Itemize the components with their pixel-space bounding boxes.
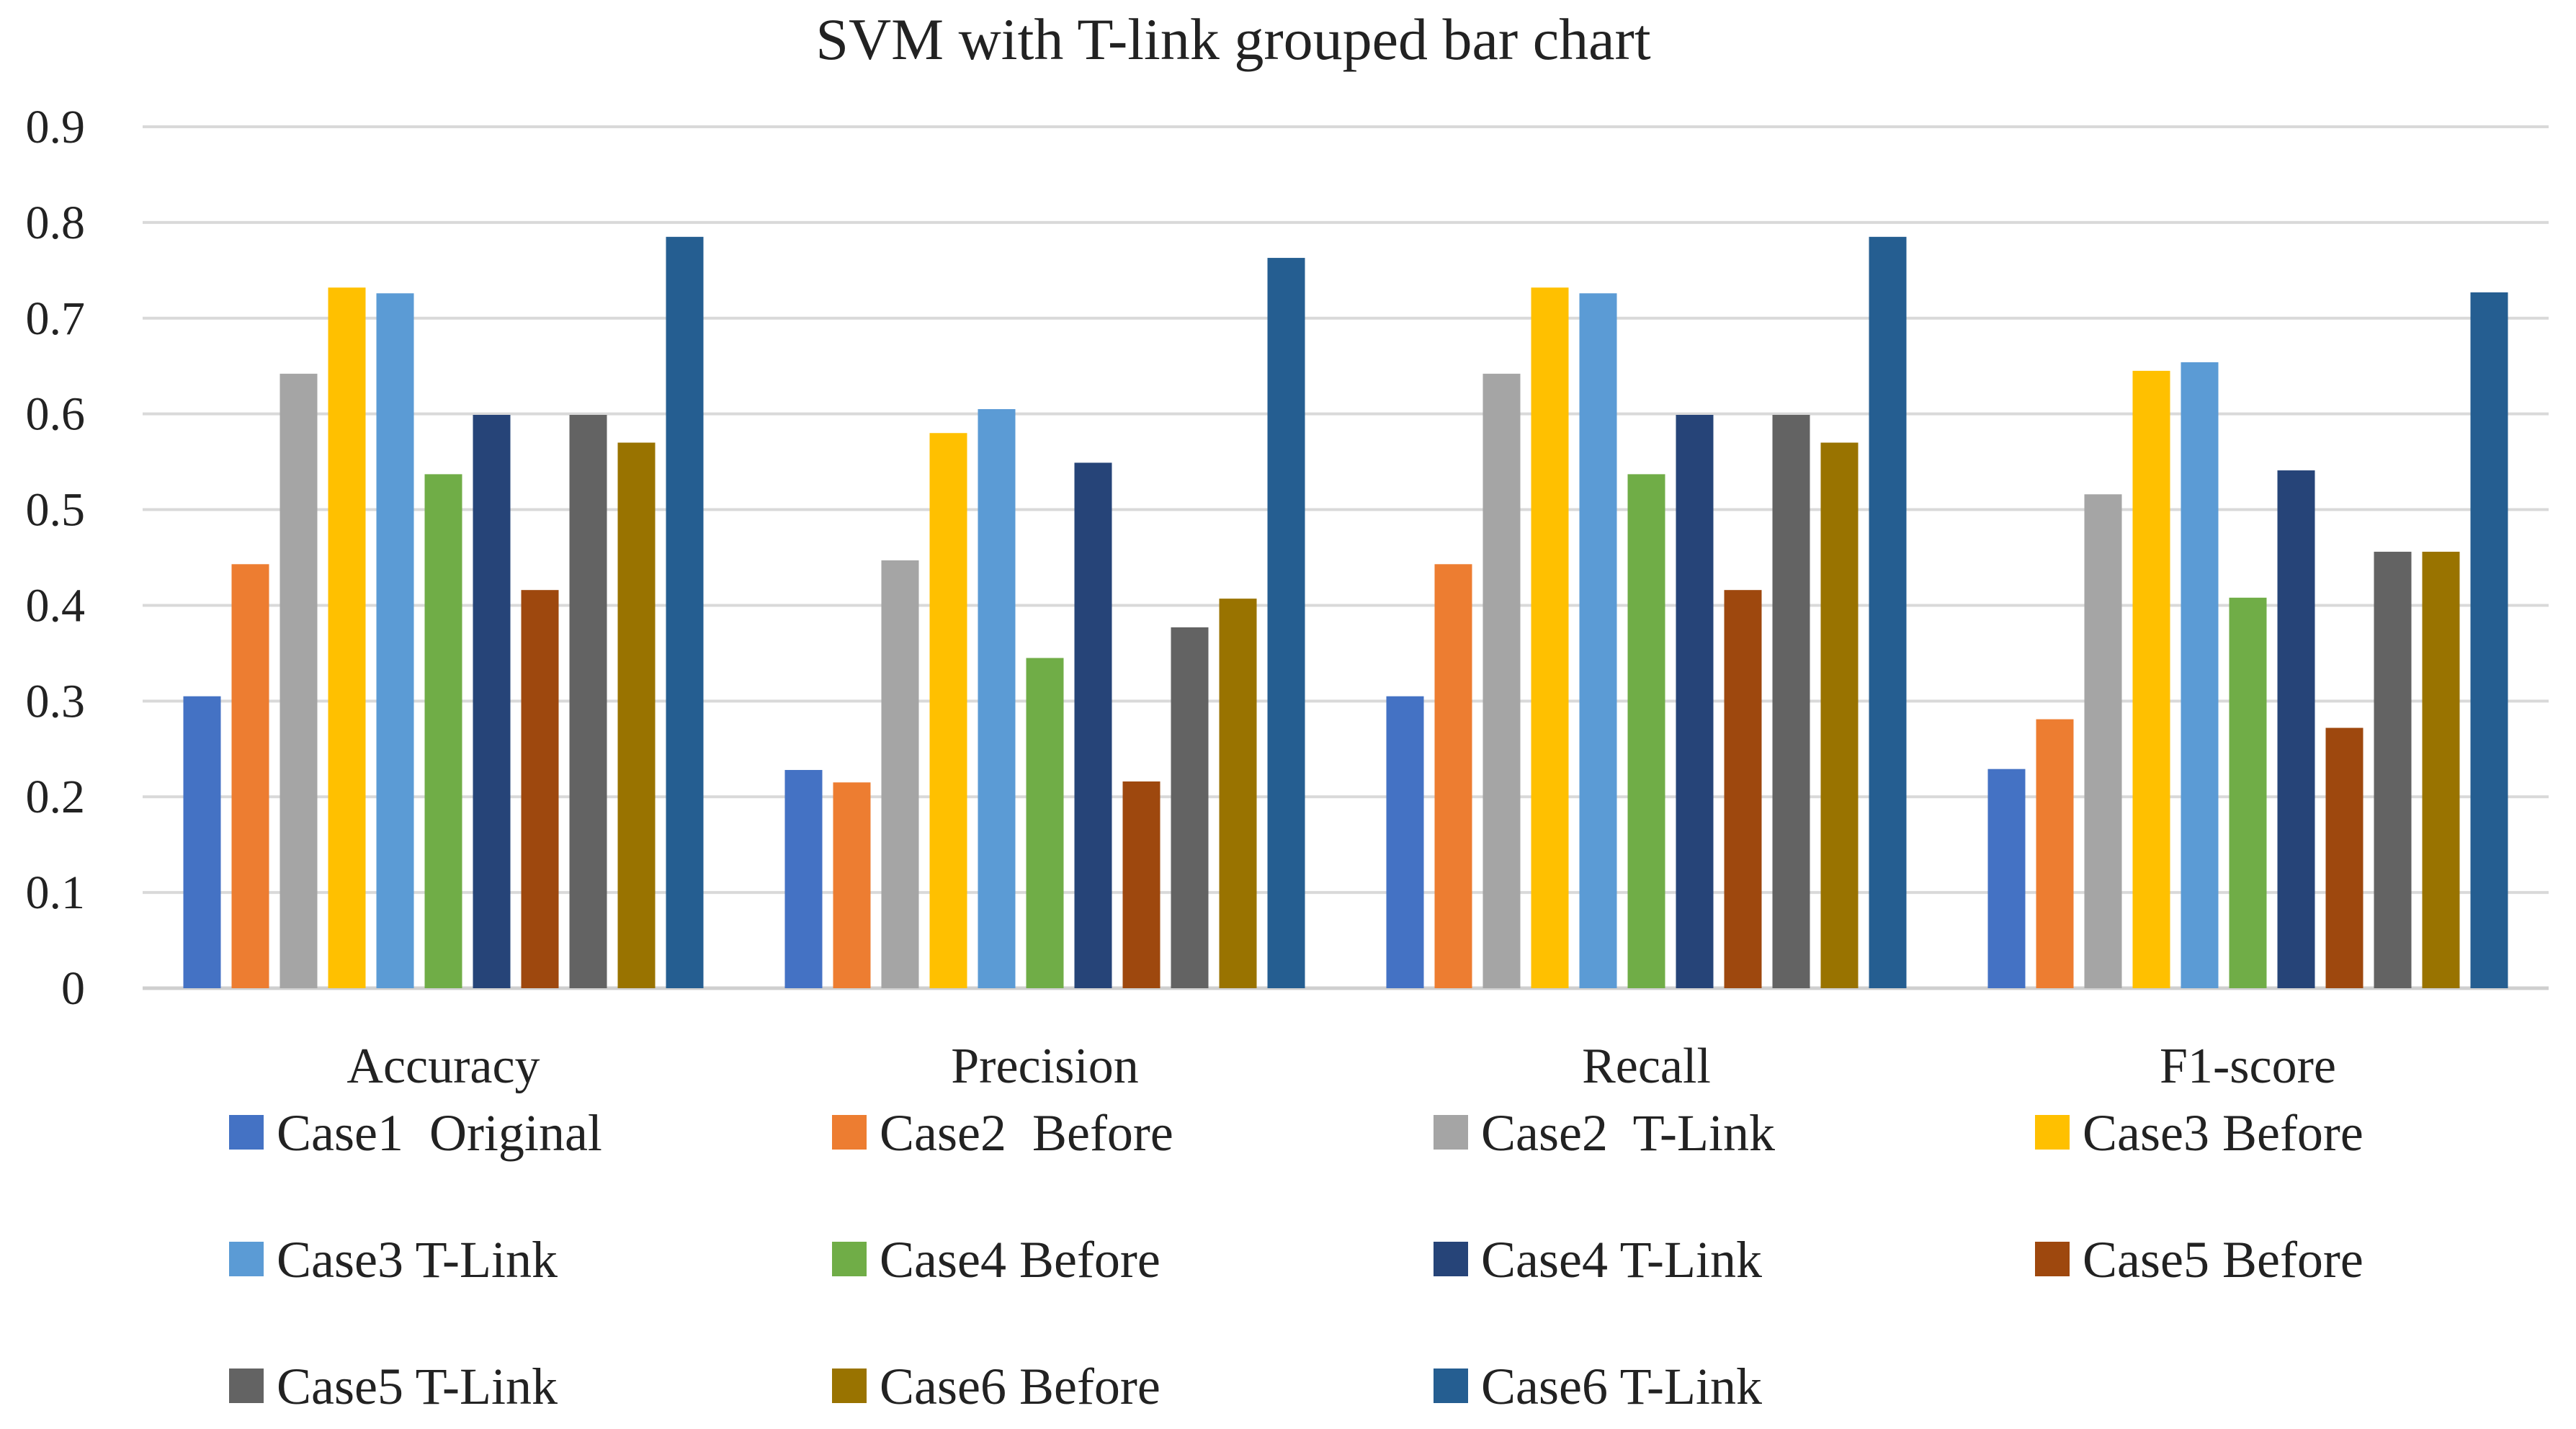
bar-precision-series-6 [1026, 658, 1064, 988]
bar-accuracy-series-6 [424, 474, 462, 988]
legend-swatch [1434, 1242, 1468, 1276]
legend-item: Case3 Before [2035, 1104, 2363, 1162]
bar-precision-series-4 [929, 433, 967, 988]
legend-swatch [1434, 1115, 1468, 1150]
legend-item: Case1 Original [229, 1104, 602, 1162]
legend-item: Case5 T-Link [229, 1358, 558, 1415]
y-tick-label: 0 [61, 962, 85, 1015]
y-tick-label: 0.1 [26, 866, 86, 919]
bar-precision-series-11 [1267, 258, 1305, 989]
bar-f1-score-series-3 [2084, 494, 2122, 988]
y-tick-label: 0.9 [26, 101, 86, 153]
y-tick-label: 0.7 [26, 292, 86, 345]
y-axis-ticks: 0 0.1 0.2 0.3 0.4 0.5 0.6 0.7 0.8 0.9 [26, 101, 86, 1015]
y-tick-label: 0.6 [26, 388, 86, 441]
legend-label: Case4 Before [880, 1231, 1160, 1289]
legend-item: Case6 T-Link [1434, 1358, 1762, 1415]
bar-f1-score-series-6 [2229, 597, 2267, 988]
legend-swatch [229, 1242, 264, 1276]
legend-item: Case4 Before [832, 1231, 1160, 1289]
category-label: Recall [1582, 1039, 1711, 1094]
bar-accuracy-series-10 [617, 442, 656, 988]
bar-precision-series-3 [881, 560, 919, 988]
legend-label: Case5 T-Link [277, 1358, 558, 1415]
bar-accuracy-series-5 [376, 293, 414, 988]
bar-precision-series-9 [1171, 627, 1209, 988]
category-label: Accuracy [346, 1039, 540, 1094]
bar-recall-series-10 [1820, 442, 1859, 988]
bar-recall-series-11 [1869, 236, 1907, 988]
bar-accuracy-series-3 [279, 373, 318, 988]
bar-accuracy-series-4 [328, 287, 366, 989]
bar-f1-score-series-7 [2277, 470, 2315, 988]
bar-accuracy-series-1 [183, 696, 221, 988]
y-tick-label: 0.2 [26, 771, 86, 823]
bar-recall-series-5 [1579, 293, 1617, 988]
legend-item: Case3 T-Link [229, 1231, 558, 1289]
legend-label: Case4 T-Link [1481, 1231, 1762, 1289]
legend-label: Case6 Before [880, 1358, 1160, 1415]
bar-f1-score-series-8 [2325, 727, 2363, 988]
bar-f1-score-series-5 [2181, 362, 2219, 988]
legend-item: Case6 Before [832, 1358, 1160, 1415]
bar-accuracy-series-8 [521, 590, 559, 988]
bar-f1-score-series-4 [2132, 370, 2170, 988]
legend-swatch [832, 1368, 867, 1403]
legend-label: Case2 T-Link [1481, 1104, 1775, 1162]
y-tick-label: 0.5 [26, 484, 86, 537]
legend: Case1 Original Case2 Before Case2 T-Link Ca… [229, 1104, 2363, 1415]
bar-precision-series-2 [833, 782, 871, 988]
bar-precision-series-10 [1219, 599, 1257, 988]
chart-title: SVM with T-link grouped bar chart [815, 6, 1650, 72]
legend-label: Case1 Original [277, 1104, 602, 1162]
y-tick-label: 0.8 [26, 197, 86, 249]
bar-recall-series-1 [1386, 696, 1424, 988]
legend-swatch [832, 1115, 867, 1150]
category-label: Precision [951, 1039, 1139, 1094]
legend-item: Case5 Before [2035, 1231, 2363, 1289]
legend-label: Case5 Before [2083, 1231, 2363, 1289]
bar-f1-score-series-10 [2422, 552, 2460, 988]
bar-accuracy-series-7 [473, 414, 511, 988]
bar-f1-score-series-1 [1987, 769, 2026, 988]
legend-label: Case3 T-Link [277, 1231, 558, 1289]
bar-f1-score-series-9 [2374, 552, 2412, 988]
legend-item: Case4 T-Link [1434, 1231, 1762, 1289]
legend-swatch [2035, 1115, 2070, 1150]
legend-item: Case2 Before [832, 1104, 1173, 1162]
y-tick-label: 0.4 [26, 579, 86, 632]
legend-label: Case6 T-Link [1481, 1358, 1762, 1415]
category-labels: Accuracy Precision Recall F1-score [346, 1039, 2336, 1094]
legend-swatch [2035, 1242, 2070, 1276]
legend-swatch [229, 1115, 264, 1150]
bar-recall-series-2 [1434, 564, 1472, 988]
bar-precision-series-5 [978, 409, 1016, 988]
bar-accuracy-series-11 [666, 236, 704, 988]
bar-recall-series-7 [1676, 414, 1714, 988]
bar-recall-series-6 [1627, 474, 1665, 988]
bars [183, 236, 2508, 989]
legend-swatch [1434, 1368, 1468, 1403]
bar-f1-score-series-11 [2470, 292, 2508, 988]
bar-f1-score-series-2 [2036, 719, 2074, 988]
y-tick-label: 0.3 [26, 675, 86, 727]
legend-label: Case3 Before [2083, 1104, 2363, 1162]
category-label: F1-score [2160, 1039, 2336, 1094]
bar-recall-series-3 [1482, 373, 1521, 988]
legend-item: Case2 T-Link [1434, 1104, 1775, 1162]
bar-recall-series-9 [1772, 414, 1810, 988]
bar-accuracy-series-9 [569, 414, 607, 988]
bar-accuracy-series-2 [231, 564, 269, 988]
legend-swatch [229, 1368, 264, 1403]
bar-precision-series-8 [1122, 781, 1160, 988]
bar-recall-series-4 [1531, 287, 1569, 989]
bar-recall-series-8 [1724, 590, 1762, 988]
legend-swatch [832, 1242, 867, 1276]
legend-label: Case2 Before [880, 1104, 1173, 1162]
bar-precision-series-7 [1074, 462, 1112, 988]
bar-precision-series-1 [784, 770, 823, 988]
